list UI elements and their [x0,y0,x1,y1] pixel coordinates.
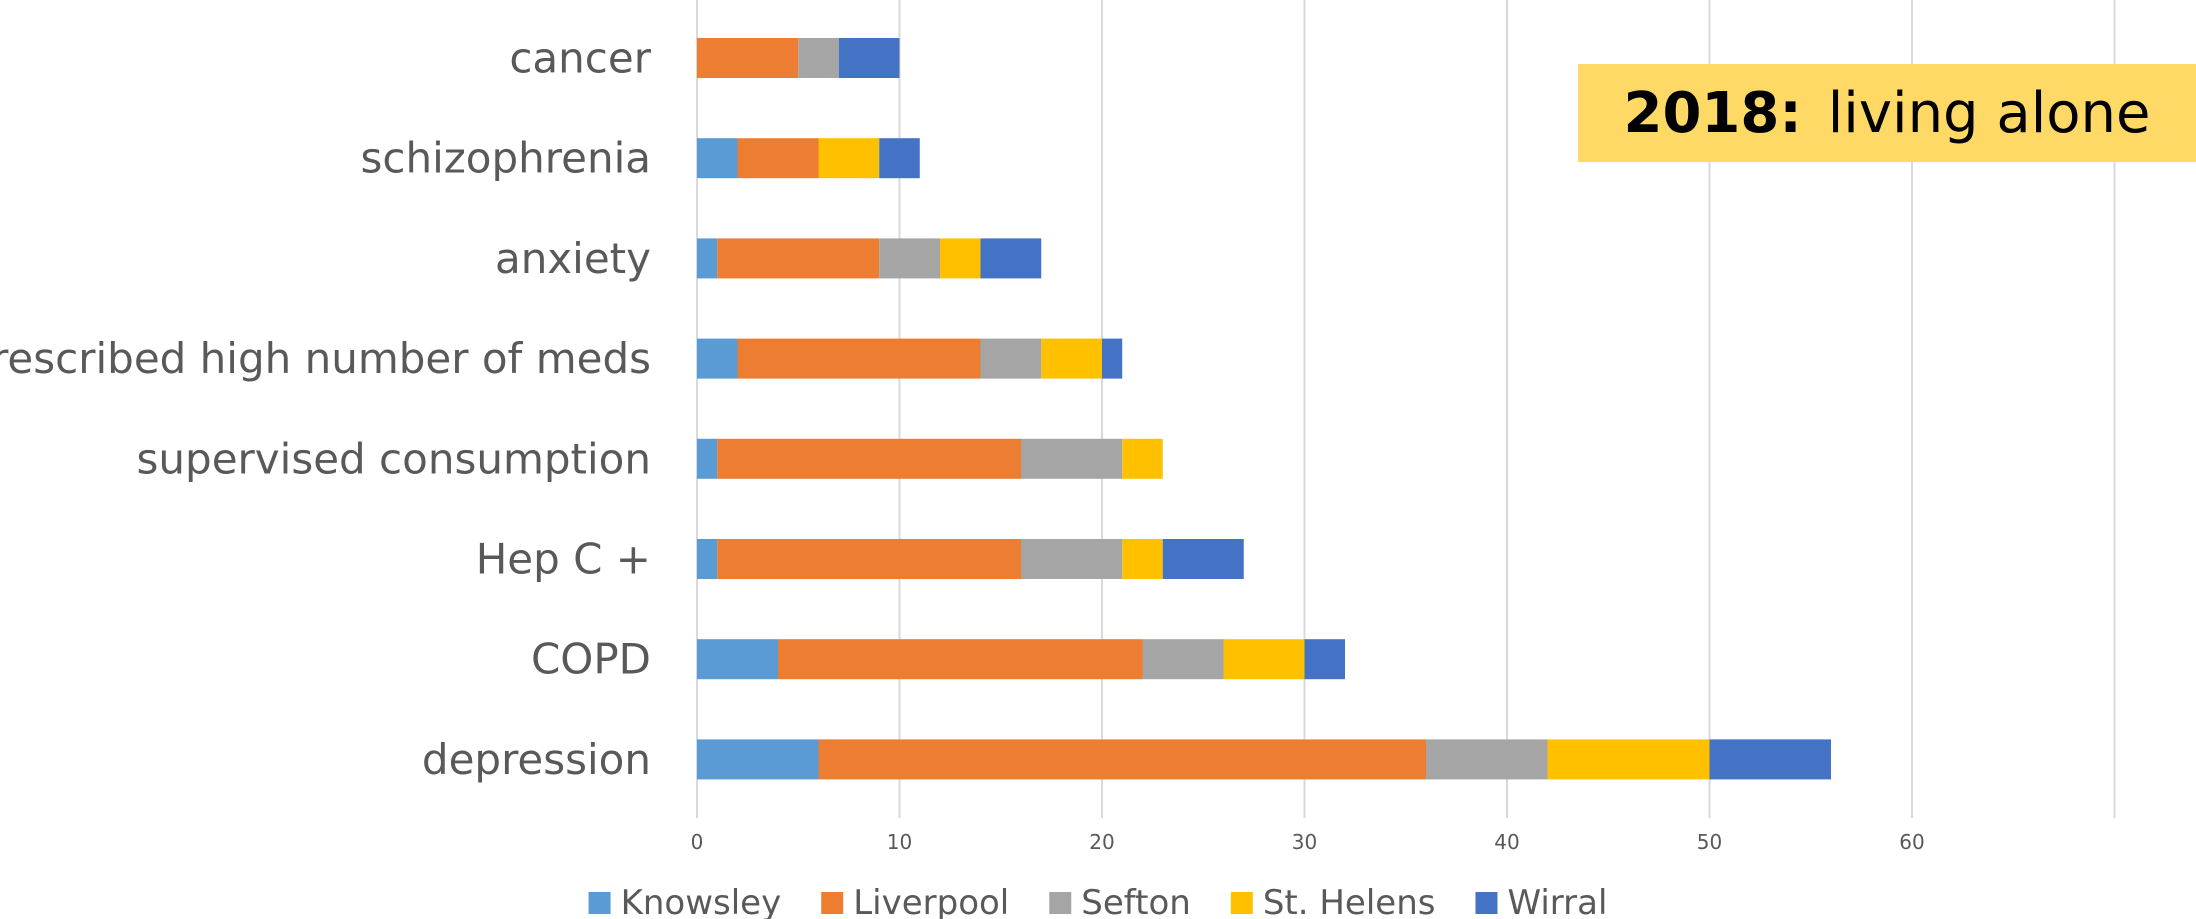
legend-swatch-sefton [1049,892,1072,914]
bar-segment-st-helens [1122,539,1163,579]
chart-title-box: 2018: living alone [1578,64,2196,162]
legend-swatch-st-helens [1230,892,1253,914]
bar-segment-knowsley [697,438,718,479]
bar-segment-liverpool [737,138,819,179]
x-tick-label: 40 [1494,830,1519,854]
bar-segment-st-helens [940,238,981,279]
legend-label: Liverpool [853,883,1009,919]
bar-segment-sefton [1021,539,1123,579]
category-label: prescribed high number of meds [0,334,651,383]
bar-segment-wirral [1709,739,1831,780]
x-axis-tick-labels: 0 10 20 30 40 50 60 [691,830,1925,854]
category-label: schizophrenia [361,134,652,183]
bar-segment-liverpool [717,438,1021,479]
x-tick-label: 10 [887,830,912,854]
bar-segment-liverpool [818,739,1426,780]
category-label: cancer [509,34,651,83]
bar-segment-liverpool [778,639,1143,680]
category-labels: cancer schizophrenia anxiety prescribed hig… [0,34,652,784]
legend-label: Knowsley [621,883,782,919]
bar-segment-liverpool [737,338,981,379]
category-label: supervised consumption [137,434,651,483]
bar-segment-wirral [1162,539,1244,579]
legend-label: Wirral [1507,883,1607,919]
category-label: COPD [531,635,651,684]
category-label: anxiety [495,234,651,283]
bar-segment-wirral [838,38,900,78]
bar-segment-knowsley [697,739,819,780]
legend-label: Sefton [1081,883,1191,919]
bars [697,38,1831,780]
category-label: depression [422,735,651,784]
title-text: living alone [1827,80,2151,146]
bar-segment-st-helens [1041,338,1102,379]
bar-segment-wirral [1304,639,1345,680]
bar-segment-st-helens [1547,739,1710,780]
bar-segment-sefton [798,38,839,78]
legend-swatch-wirral [1475,892,1498,914]
bar-segment-knowsley [697,539,718,579]
bar-segment-knowsley [697,238,718,279]
bar-segment-wirral [879,138,920,179]
bar-segment-st-helens [818,138,880,179]
legend: Knowsley Liverpool Sefton St. Helens Wirral [588,883,1607,919]
bar-segment-sefton [1426,739,1548,780]
bar-segment-knowsley [697,338,738,379]
bar-segment-st-helens [1122,438,1163,479]
bar-segment-st-helens [1223,639,1305,680]
x-tick-label: 0 [691,830,704,854]
category-label: Hep C + [476,535,651,584]
bar-segment-sefton [879,238,940,279]
x-tick-label: 60 [1899,830,1924,854]
x-tick-label: 30 [1292,830,1317,854]
x-tick-label: 20 [1089,830,1114,854]
legend-label: St. Helens [1263,883,1436,919]
bar-segment-knowsley [697,138,738,179]
legend-swatch-liverpool [821,892,844,914]
bar-segment-sefton [1142,639,1224,680]
title-year: 2018: [1623,80,1802,146]
bar-segment-wirral [980,238,1042,279]
bar-segment-liverpool [717,238,880,279]
legend-swatch-knowsley [588,892,611,914]
bar-segment-wirral [1102,338,1123,379]
x-tick-label: 50 [1697,830,1722,854]
bar-segment-liverpool [697,38,799,78]
bar-segment-sefton [1021,438,1123,479]
bar-segment-knowsley [697,639,778,680]
bar-segment-sefton [980,338,1042,379]
bar-segment-liverpool [717,539,1021,579]
